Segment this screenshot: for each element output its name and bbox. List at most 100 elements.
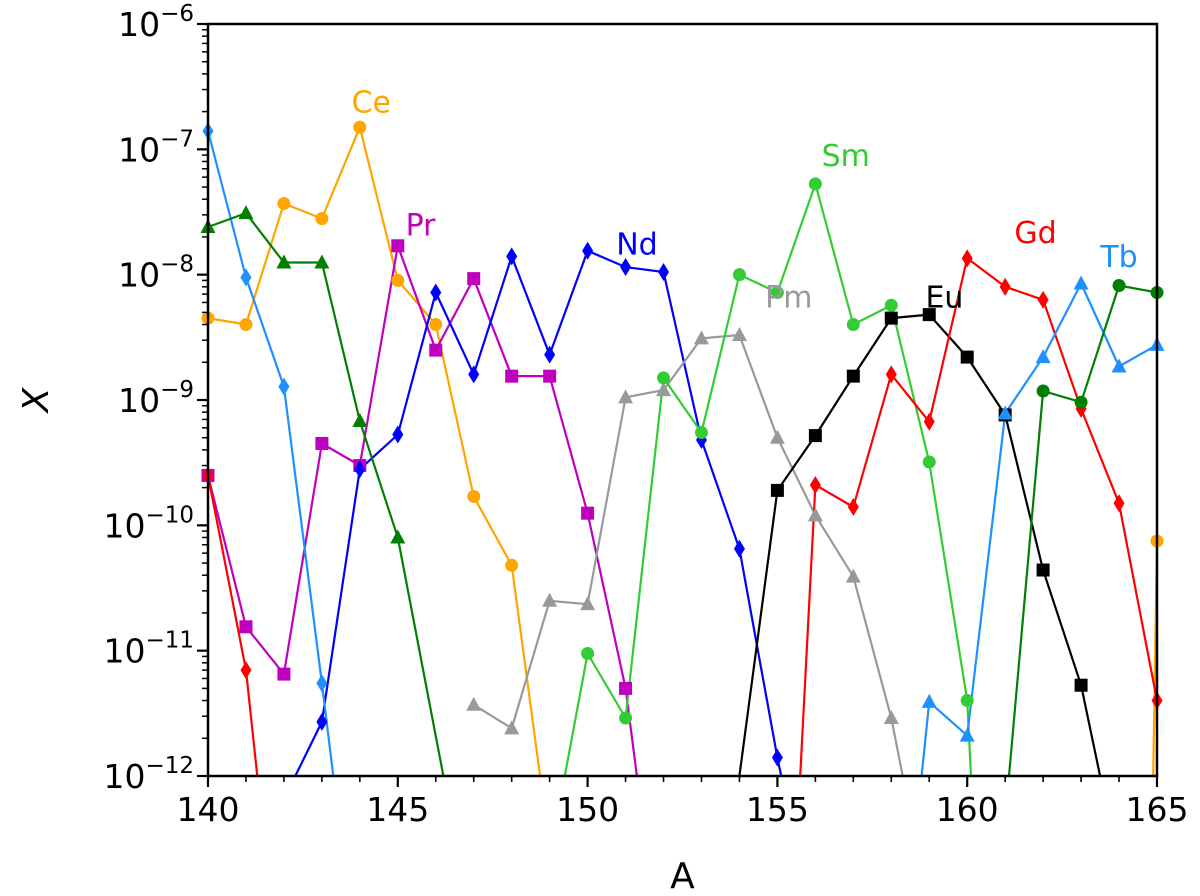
data-point-sm	[846, 318, 860, 332]
data-point-dy	[314, 254, 330, 269]
data-point-pm	[656, 382, 672, 397]
data-point-tb	[316, 674, 328, 693]
data-point-ce	[353, 120, 367, 134]
data-point-pm	[693, 330, 709, 345]
data-point-tb	[921, 693, 937, 708]
data-point-gd	[999, 277, 1011, 296]
y-tick-label: 10−12	[103, 753, 194, 796]
data-point-ce	[505, 558, 519, 572]
data-point-tb	[997, 405, 1013, 420]
series-line-dy-tail	[1007, 284, 1157, 776]
data-point-eu	[808, 429, 822, 443]
y-tick-label: 10−7	[118, 126, 194, 169]
series-line-nd	[294, 249, 783, 776]
data-point-pr	[277, 667, 291, 681]
data-point-nd	[620, 258, 632, 277]
data-point-nd	[468, 365, 480, 384]
data-point-nd	[544, 345, 556, 364]
data-point-gd	[240, 661, 252, 680]
data-point-gd	[923, 412, 935, 431]
data-point-sm	[922, 455, 936, 469]
data-point-pr	[581, 506, 595, 520]
data-point-pr	[429, 343, 443, 357]
data-point-tb	[1111, 358, 1127, 373]
data-point-sm	[694, 426, 708, 440]
series-label-eu: Eu	[925, 280, 963, 315]
series-label-pr: Pr	[406, 209, 437, 244]
axis-layer: 140 145 150 155 160 165 10−12 10−11 10−10 10−9 10−…	[16, 1, 1189, 896]
data-point-pr	[467, 272, 481, 286]
data-point-gd	[885, 365, 897, 384]
x-tick-label: 150	[556, 790, 619, 829]
data-point-nd	[316, 712, 328, 731]
data-point-ce	[391, 273, 405, 287]
x-tick-label: 145	[366, 790, 429, 829]
data-point-nd	[430, 283, 442, 302]
data-point-sm	[770, 286, 784, 300]
data-point-nd	[771, 748, 783, 767]
series-line-pr	[208, 244, 638, 776]
data-point-eu	[922, 308, 936, 322]
data-point-sm	[619, 711, 633, 725]
data-point-eu	[1036, 563, 1050, 577]
marker-layer	[200, 120, 1165, 767]
series-line-tb	[208, 130, 335, 776]
series-label-sm: Sm	[822, 139, 870, 174]
data-point-sm	[732, 268, 746, 282]
data-point-nd	[658, 263, 670, 282]
data-point-nd	[582, 241, 594, 260]
data-point-dy	[238, 205, 254, 220]
data-point-tb	[278, 377, 290, 396]
series-label-gd: Gd	[1014, 216, 1056, 251]
series-label-layer: Ce Pr Nd Pm Sm Eu Gd Tb	[352, 85, 1138, 315]
data-point-dy	[390, 529, 406, 544]
data-point-pr	[315, 436, 329, 450]
series-label-tb: Tb	[1099, 240, 1137, 275]
data-point-sm	[657, 371, 671, 385]
x-axis-label: A	[670, 856, 695, 896]
series-label-pm: Pm	[765, 280, 812, 315]
data-point-sm	[960, 694, 974, 708]
data-point-tb	[959, 727, 975, 742]
data-point-dy	[276, 254, 292, 269]
data-point-tb	[1035, 349, 1051, 364]
data-point-nd	[733, 539, 745, 558]
data-point-ce	[277, 196, 291, 210]
data-point-sm	[808, 177, 822, 191]
data-point-gd	[1113, 494, 1125, 513]
data-point-pm	[580, 596, 596, 611]
x-tick-label: 160	[936, 790, 999, 829]
data-point-eu	[884, 311, 898, 325]
data-point-nd	[506, 247, 518, 266]
data-point-sm	[884, 298, 898, 312]
data-point-pm	[504, 720, 520, 735]
y-tick-label: 10−8	[118, 252, 194, 295]
y-tick-label: 10−6	[118, 1, 194, 44]
x-tick-label: 140	[177, 790, 240, 829]
data-point-eu	[1074, 678, 1088, 692]
data-point-gd	[961, 249, 973, 268]
data-point-pr	[391, 239, 405, 253]
y-axis-label: X	[16, 386, 57, 414]
data-point-sm	[581, 646, 595, 660]
data-point-nd	[354, 460, 366, 479]
data-point-pr	[239, 620, 253, 634]
x-tick-label: 155	[746, 790, 809, 829]
data-point-eu	[960, 350, 974, 364]
data-point-gd	[1037, 290, 1049, 309]
data-point-pr	[619, 681, 633, 695]
data-point-dy	[352, 412, 368, 427]
data-point-pr	[543, 369, 557, 383]
series-line-ce	[208, 126, 542, 776]
data-point-pm	[807, 507, 823, 522]
data-point-eu	[846, 369, 860, 383]
y-tick-label: 10−9	[118, 377, 194, 420]
data-point-pm	[845, 568, 861, 583]
data-point-ce	[315, 212, 329, 226]
data-point-tb	[1073, 275, 1089, 290]
data-point-ce	[429, 318, 443, 332]
data-point-dy	[1036, 384, 1050, 398]
data-point-pm	[466, 696, 482, 711]
y-tick-label: 10−10	[103, 502, 194, 545]
